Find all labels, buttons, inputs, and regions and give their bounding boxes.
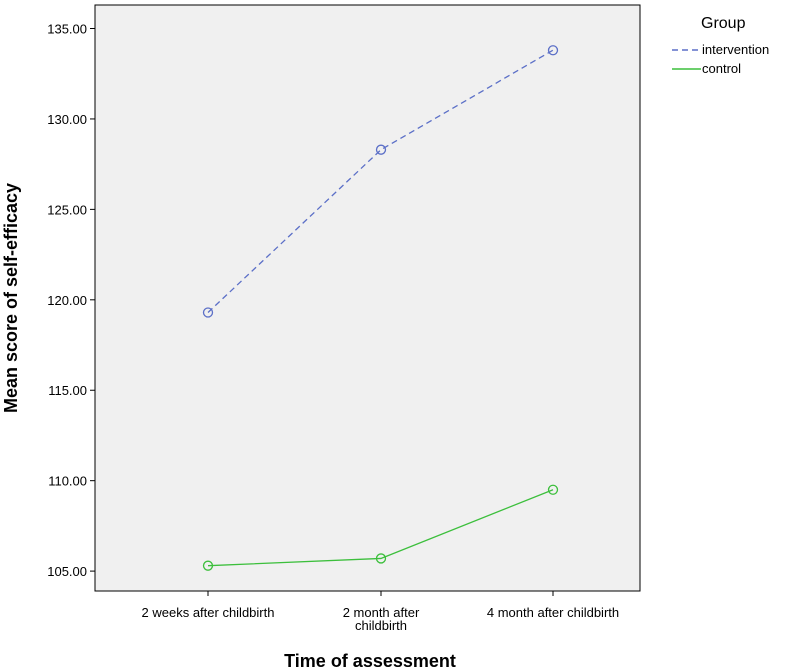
data-point-control [547,484,559,495]
y-tick-label: 125.00 [47,202,87,217]
series-layer [202,45,559,571]
x-tick-label: 2 month after [343,605,420,620]
y-tick-label: 135.00 [47,22,87,37]
data-point-intervention [547,45,559,56]
y-axis: 105.00 110.00 115.00 120.00 125.00 130.00 135.… [47,22,95,579]
y-tick-label: 120.00 [47,293,87,308]
data-point-control [202,560,214,571]
y-tick-label: 115.00 [48,383,87,398]
x-axis-title: Time of assessment [284,651,456,671]
plot-area [94,4,641,592]
y-tick-label: 130.00 [47,112,87,127]
series-line-intervention [207,49,554,313]
legend-title: Group [701,15,746,32]
y-axis-title: Mean score of self-efficacy [1,183,21,413]
series-line-control [207,489,554,567]
x-tick-label: childbirth [355,618,407,633]
y-tick-label: 105.00 [47,564,87,579]
x-tick-label: 4 month after childbirth [487,605,619,620]
data-point-control [375,553,387,564]
legend-label-intervention: intervention [702,42,769,57]
x-axis: 2 weeks after childbirth 2 month afterchi… [142,591,619,633]
data-point-intervention [202,307,214,318]
legend-label-control: control [702,61,741,76]
y-tick-label: 110.00 [48,474,87,489]
data-point-intervention [375,144,387,155]
legend-items: intervention control [672,42,769,76]
legend: Group intervention control [672,15,769,76]
x-tick-label: 2 weeks after childbirth [142,605,275,620]
